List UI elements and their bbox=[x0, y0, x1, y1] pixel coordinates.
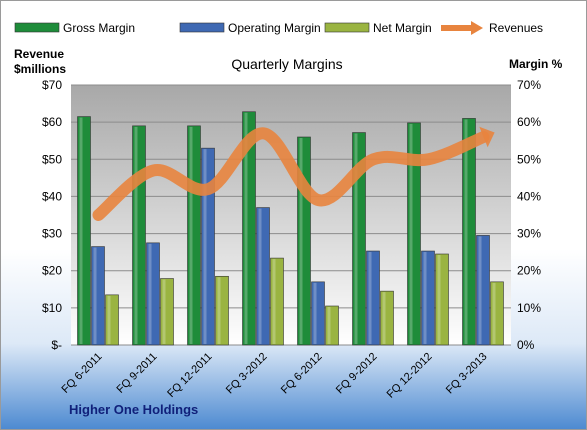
bar-highlight bbox=[464, 119, 468, 344]
bar-highlight bbox=[299, 138, 303, 344]
right-tick-label: 70% bbox=[517, 78, 541, 92]
bar-net-margin bbox=[105, 294, 119, 346]
right-tick-label: 10% bbox=[517, 301, 541, 315]
bar-highlight bbox=[217, 277, 221, 344]
bar-gross-margin bbox=[352, 132, 366, 346]
left-tick-label: $70 bbox=[42, 78, 62, 92]
bar-highlight bbox=[272, 259, 276, 344]
bar-net-margin bbox=[435, 253, 449, 346]
bar-net-margin bbox=[160, 278, 174, 346]
bar-highlight bbox=[244, 112, 248, 344]
left-tick-label: $60 bbox=[42, 115, 62, 129]
left-tick-label: $30 bbox=[42, 227, 62, 241]
category-label: FQ 9-2011 bbox=[115, 351, 160, 396]
bars bbox=[77, 111, 504, 346]
category-label: FQ 12-2012 bbox=[385, 351, 435, 401]
category-labels: FQ 6-2011 FQ 9-2011 FQ 12-2011 FQ 3-2012 FQ … bbox=[60, 351, 490, 401]
left-tick-label: $20 bbox=[42, 264, 62, 278]
bar-highlight bbox=[423, 252, 427, 344]
right-tick-label: 30% bbox=[517, 227, 541, 241]
legend-swatch bbox=[14, 22, 60, 33]
bar-operating-margin bbox=[146, 242, 160, 346]
category-label: FQ 3-2012 bbox=[224, 351, 270, 397]
left-tick-label: $40 bbox=[42, 189, 62, 203]
revenue-arrowhead bbox=[479, 126, 495, 148]
bar-highlight bbox=[313, 282, 317, 344]
bar-highlight bbox=[492, 282, 496, 344]
bar-operating-margin bbox=[421, 250, 435, 346]
right-tick-label: 0% bbox=[517, 338, 535, 352]
bar-highlight bbox=[258, 208, 262, 344]
company-name: Higher One Holdings bbox=[69, 402, 199, 417]
bar-gross-margin bbox=[407, 122, 421, 346]
bar-highlight bbox=[478, 236, 482, 344]
left-tick-label: $10 bbox=[42, 301, 62, 315]
right-tick-label: 40% bbox=[517, 189, 541, 203]
category-label: FQ 9-2012 bbox=[334, 351, 380, 397]
right-tick-label: 50% bbox=[517, 152, 541, 166]
bar-gross-margin bbox=[132, 125, 146, 346]
bar-highlight bbox=[93, 247, 97, 344]
bar-operating-margin bbox=[91, 246, 105, 346]
bar-highlight bbox=[134, 126, 138, 344]
legend: Gross Margin Operating Margin Net Margin Re… bbox=[14, 21, 543, 35]
legend-arrow-swatch bbox=[471, 21, 483, 35]
bar-gross-margin bbox=[297, 136, 311, 346]
bar-highlight bbox=[354, 133, 358, 344]
chart-title: Quarterly Margins bbox=[231, 56, 342, 72]
revenue-line bbox=[92, 126, 495, 221]
left-tick-label: $50 bbox=[42, 152, 62, 166]
bar-net-margin bbox=[215, 275, 229, 346]
bar-gross-margin bbox=[242, 111, 256, 346]
bar-gross-margin bbox=[187, 125, 201, 346]
left-tick-label: $- bbox=[51, 338, 62, 352]
right-tick-label: 20% bbox=[517, 264, 541, 278]
legend-label: Revenues bbox=[489, 21, 543, 35]
bar-highlight bbox=[162, 279, 166, 344]
bar-highlight bbox=[79, 117, 83, 344]
legend-label: Net Margin bbox=[373, 21, 432, 35]
legend-swatch bbox=[179, 22, 225, 33]
bar-gross-margin bbox=[77, 116, 91, 346]
category-label: FQ 6-2012 bbox=[279, 351, 325, 397]
bar-operating-margin bbox=[476, 235, 490, 346]
bar-highlight bbox=[368, 252, 372, 344]
bar-gross-margin bbox=[462, 118, 476, 346]
bar-operating-margin bbox=[311, 281, 325, 346]
left-axis-label-line2: $millions bbox=[14, 62, 66, 76]
bar-highlight bbox=[382, 292, 386, 344]
legend-label: Operating Margin bbox=[228, 21, 321, 35]
bar-net-margin bbox=[325, 305, 339, 346]
bar-net-margin bbox=[380, 290, 394, 346]
bar-operating-margin bbox=[256, 207, 270, 346]
right-axis-ticks: 0% 10% 20% 30% 40% 50% 60% 70% bbox=[517, 78, 541, 352]
bar-highlight bbox=[437, 255, 441, 344]
bar-net-margin bbox=[490, 281, 504, 346]
revenue-line-path bbox=[92, 127, 490, 221]
left-axis-ticks: $- $10 $20 $30 $40 $50 $60 $70 bbox=[42, 78, 62, 352]
legend-swatch bbox=[324, 22, 370, 33]
bar-highlight bbox=[107, 295, 111, 344]
bar-highlight bbox=[409, 123, 413, 344]
category-label: FQ 6-2011 bbox=[60, 351, 105, 396]
bar-net-margin bbox=[270, 257, 284, 346]
bar-highlight bbox=[203, 149, 207, 344]
bar-operating-margin bbox=[366, 250, 380, 346]
bar-highlight bbox=[189, 126, 193, 344]
right-tick-label: 60% bbox=[517, 115, 541, 129]
right-axis-label: Margin % bbox=[509, 57, 563, 71]
category-label: FQ 12-2011 bbox=[165, 351, 214, 400]
left-axis-label-line1: Revenue bbox=[14, 47, 64, 61]
legend-label: Gross Margin bbox=[63, 21, 135, 35]
category-label: FQ 3-2013 bbox=[444, 351, 490, 397]
bar-highlight bbox=[148, 243, 152, 344]
bar-operating-margin bbox=[201, 147, 215, 346]
bar-highlight bbox=[327, 307, 331, 344]
